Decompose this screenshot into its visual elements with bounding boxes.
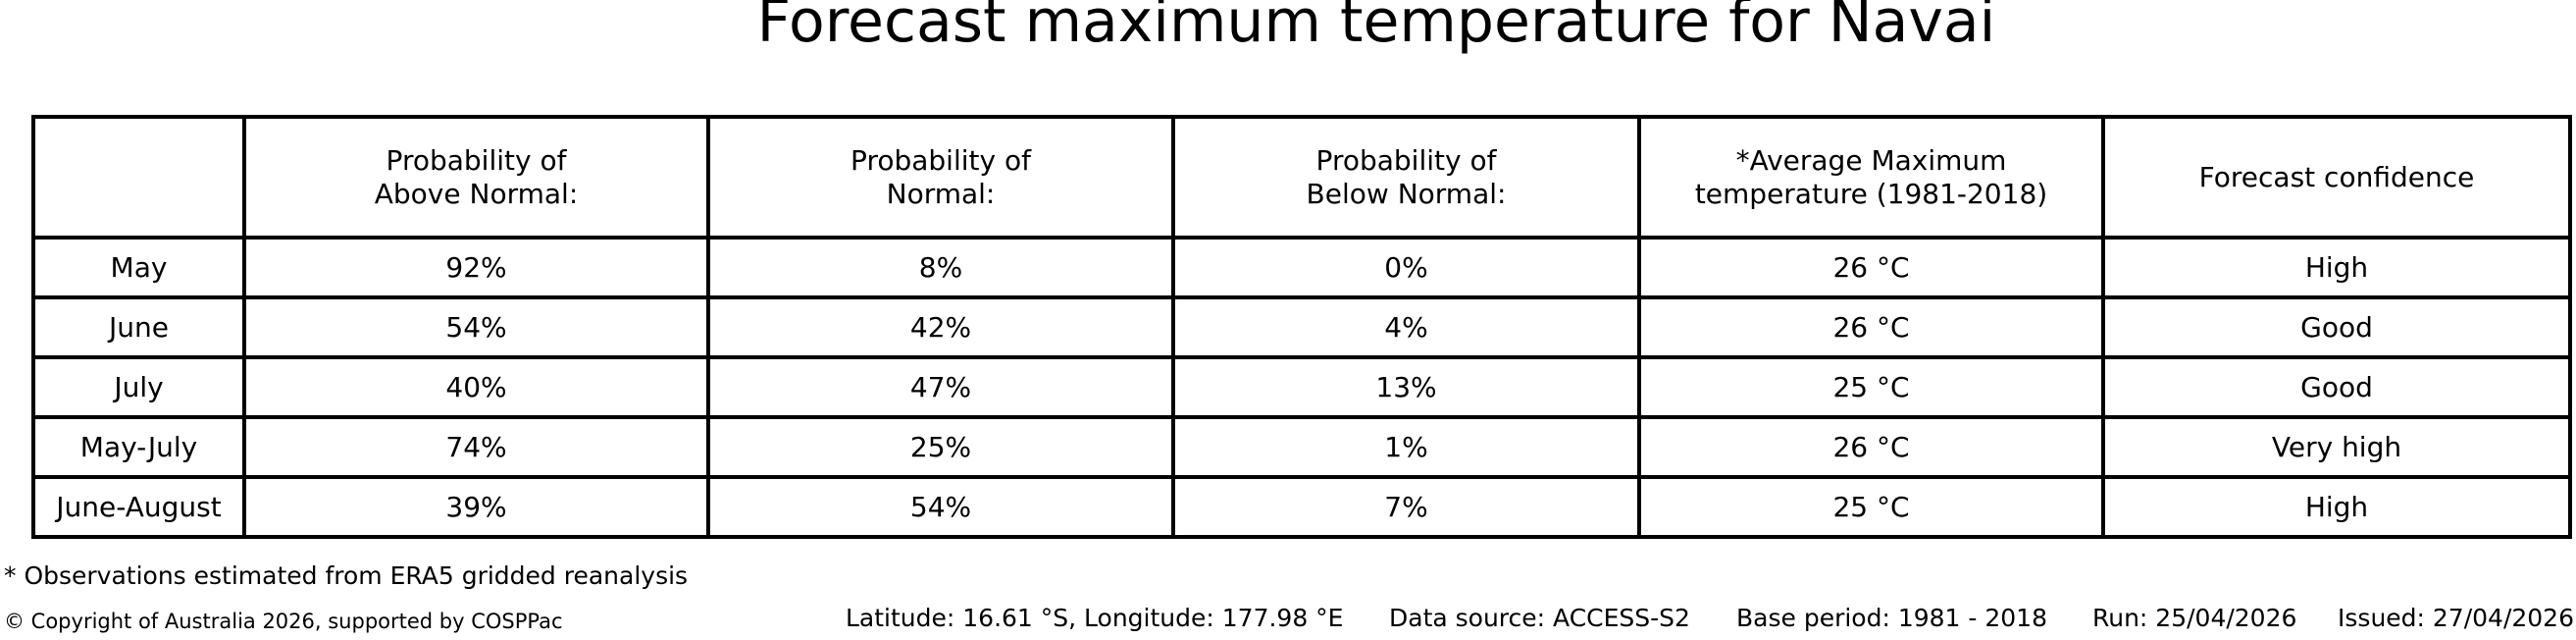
col-header-text: Above Normal:	[374, 177, 579, 210]
col-header-text: Below Normal:	[1306, 177, 1507, 210]
table-row: July 40% 47% 13% 25 °C Good	[31, 355, 2572, 419]
forecast-table: Probability of Above Normal: Probability…	[31, 115, 2572, 539]
lat-long-text: Latitude: 16.61 °S, Longitude: 177.98 °E	[846, 604, 1344, 632]
cell-avg-max-temp: 26 °C	[1637, 295, 2105, 359]
cell-below-normal: 13%	[1171, 355, 1641, 419]
cell-above-normal: 40%	[242, 355, 710, 419]
cell-avg-max-temp: 26 °C	[1637, 415, 2105, 479]
col-header-above-normal: Probability of Above Normal:	[242, 115, 710, 240]
copyright-text: © Copyright of Australia 2026, supported…	[4, 610, 563, 633]
cell-normal: 42%	[706, 295, 1175, 359]
cell-below-normal: 0%	[1171, 236, 1641, 299]
cell-below-normal: 1%	[1171, 415, 1641, 479]
cell-above-normal: 92%	[242, 236, 710, 299]
cell-normal: 47%	[706, 355, 1175, 419]
col-header-normal: Probability of Normal:	[706, 115, 1175, 240]
col-header-avg-max-temp: *Average Maximum temperature (1981-2018)	[1637, 115, 2105, 240]
col-header-text: Probability of	[850, 143, 1031, 177]
cell-forecast-confidence: High	[2101, 475, 2572, 539]
cell-normal: 25%	[706, 415, 1175, 479]
cell-normal: 54%	[706, 475, 1175, 539]
col-header-text: Forecast confidence	[2198, 160, 2475, 193]
table-header-row: Probability of Above Normal: Probability…	[31, 115, 2572, 240]
observations-footnote: * Observations estimated from ERA5 gridd…	[4, 561, 689, 590]
cell-forecast-confidence: Good	[2101, 295, 2572, 359]
run-date-text: Run: 25/04/2026	[2092, 604, 2297, 632]
row-label: May-July	[31, 415, 246, 479]
base-period-text: Base period: 1981 - 2018	[1736, 604, 2047, 632]
cell-below-normal: 7%	[1171, 475, 1641, 539]
cell-above-normal: 54%	[242, 295, 710, 359]
row-label: July	[31, 355, 246, 419]
col-header-text: Probability of	[1315, 143, 1497, 177]
col-header-below-normal: Probability of Below Normal:	[1171, 115, 1641, 240]
cell-forecast-confidence: Very high	[2101, 415, 2572, 479]
cell-above-normal: 39%	[242, 475, 710, 539]
col-header-text: temperature (1981-2018)	[1694, 177, 2048, 210]
table-row: May 92% 8% 0% 26 °C High	[31, 236, 2572, 299]
cell-normal: 8%	[706, 236, 1175, 299]
cell-avg-max-temp: 26 °C	[1637, 236, 2105, 299]
table-corner-cell	[31, 115, 246, 240]
row-label: June-August	[31, 475, 246, 539]
issued-date-text: Issued: 27/04/2026	[2338, 604, 2574, 632]
col-header-text: Normal:	[886, 177, 996, 210]
cell-avg-max-temp: 25 °C	[1637, 355, 2105, 419]
table-row: June-August 39% 54% 7% 25 °C High	[31, 475, 2572, 539]
table-row: June 54% 42% 4% 26 °C Good	[31, 295, 2572, 359]
cell-forecast-confidence: Good	[2101, 355, 2572, 419]
row-label: May	[31, 236, 246, 299]
col-header-text: *Average Maximum	[1735, 143, 2007, 177]
cell-avg-max-temp: 25 °C	[1637, 475, 2105, 539]
cell-above-normal: 74%	[242, 415, 710, 479]
table-row: May-July 74% 25% 1% 26 °C Very high	[31, 415, 2572, 479]
row-label: June	[31, 295, 246, 359]
cell-forecast-confidence: High	[2101, 236, 2572, 299]
col-header-text: Probability of	[386, 143, 567, 177]
page-title: Forecast maximum temperature for Navai	[756, 0, 1996, 56]
cell-below-normal: 4%	[1171, 295, 1641, 359]
data-source-text: Data source: ACCESS-S2	[1389, 604, 1690, 632]
col-header-forecast-confidence: Forecast confidence	[2101, 115, 2572, 240]
